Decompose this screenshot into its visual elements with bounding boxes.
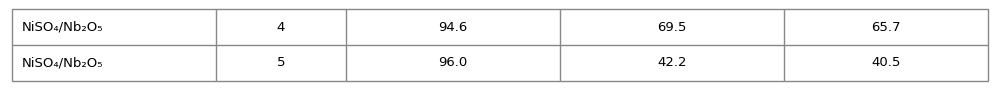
Text: 69.5: 69.5 — [657, 21, 686, 33]
Text: 96.0: 96.0 — [438, 57, 467, 69]
Text: 65.7: 65.7 — [871, 21, 901, 33]
Text: 42.2: 42.2 — [657, 57, 687, 69]
Bar — [12, 9, 988, 81]
Text: 40.5: 40.5 — [871, 57, 901, 69]
Text: NiSO₄/Nb₂O₅: NiSO₄/Nb₂O₅ — [22, 57, 104, 69]
Text: NiSO₄/Nb₂O₅: NiSO₄/Nb₂O₅ — [22, 21, 104, 33]
Text: 4: 4 — [277, 21, 285, 33]
Text: 94.6: 94.6 — [438, 21, 467, 33]
Text: 5: 5 — [277, 57, 285, 69]
